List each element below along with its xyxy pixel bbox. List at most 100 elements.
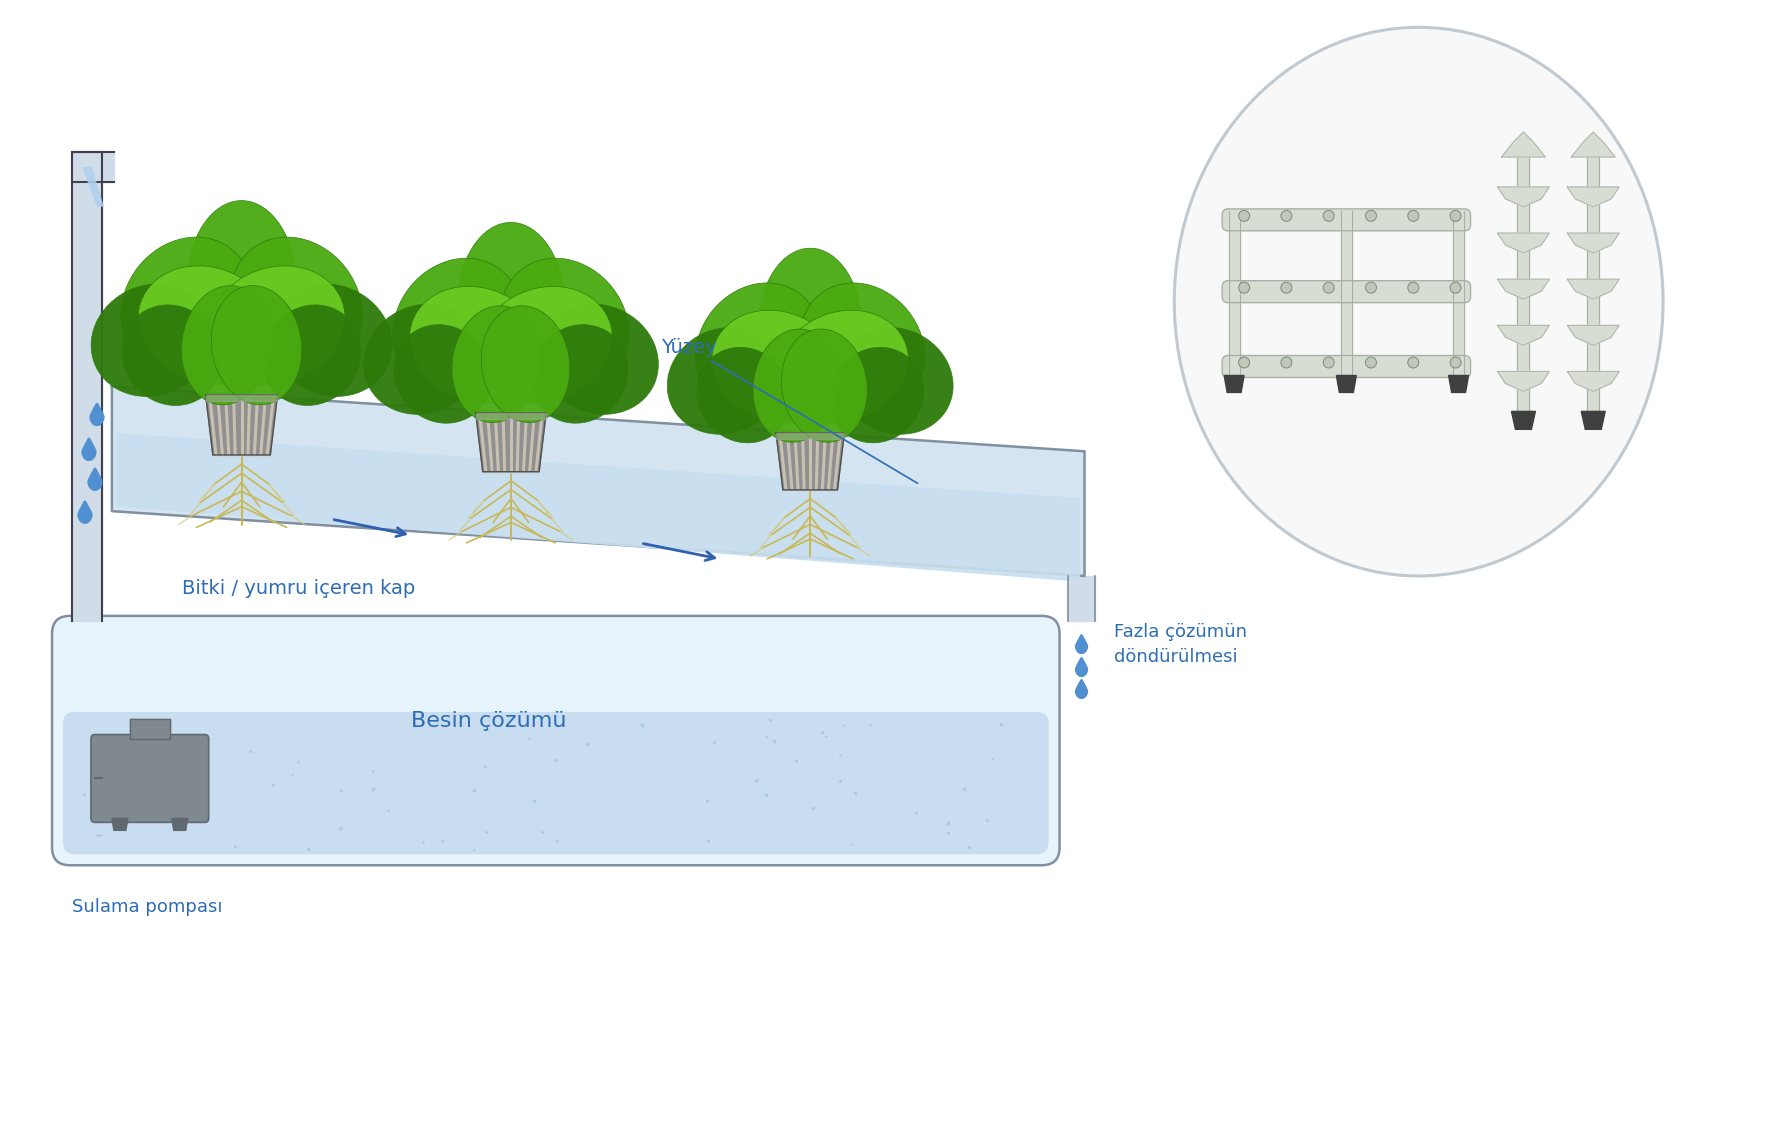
Ellipse shape: [539, 304, 658, 414]
Ellipse shape: [182, 286, 272, 405]
Text: Yüzey: Yüzey: [661, 337, 918, 483]
Ellipse shape: [212, 286, 302, 405]
Polygon shape: [476, 413, 546, 418]
Polygon shape: [1497, 279, 1549, 300]
Circle shape: [1239, 210, 1250, 222]
Polygon shape: [1075, 680, 1087, 698]
Ellipse shape: [477, 286, 612, 403]
Polygon shape: [129, 718, 170, 739]
Circle shape: [1322, 357, 1335, 368]
Polygon shape: [1075, 658, 1087, 676]
Circle shape: [1450, 210, 1460, 222]
Polygon shape: [1517, 157, 1529, 412]
Circle shape: [1365, 357, 1377, 368]
Polygon shape: [1448, 375, 1469, 392]
Polygon shape: [1068, 576, 1096, 621]
Text: Besin çözümü: Besin çözümü: [412, 710, 568, 731]
Ellipse shape: [364, 304, 483, 414]
Polygon shape: [1223, 375, 1245, 392]
Polygon shape: [1572, 132, 1616, 157]
Circle shape: [1322, 283, 1335, 293]
Polygon shape: [1501, 132, 1545, 157]
Ellipse shape: [392, 258, 522, 392]
Polygon shape: [1566, 371, 1619, 391]
Ellipse shape: [481, 305, 569, 423]
Polygon shape: [1497, 326, 1549, 345]
Polygon shape: [72, 152, 113, 182]
Ellipse shape: [695, 283, 820, 413]
Polygon shape: [1512, 412, 1535, 430]
Text: Bitki / yumru içeren kap: Bitki / yumru içeren kap: [182, 579, 415, 598]
Text: Sulama pompası: Sulama pompası: [72, 898, 223, 916]
Ellipse shape: [500, 258, 629, 392]
Polygon shape: [476, 413, 546, 472]
FancyBboxPatch shape: [1222, 280, 1471, 303]
Ellipse shape: [92, 284, 212, 396]
Polygon shape: [1581, 412, 1605, 430]
Circle shape: [1407, 283, 1418, 293]
Ellipse shape: [230, 238, 362, 373]
FancyBboxPatch shape: [90, 734, 209, 822]
Circle shape: [1239, 283, 1250, 293]
Circle shape: [1322, 210, 1335, 222]
Polygon shape: [1497, 233, 1549, 253]
Polygon shape: [88, 468, 103, 490]
Ellipse shape: [758, 248, 863, 409]
Polygon shape: [171, 819, 187, 830]
Circle shape: [1450, 357, 1460, 368]
Polygon shape: [1566, 233, 1619, 253]
FancyBboxPatch shape: [1222, 209, 1471, 231]
Polygon shape: [776, 433, 845, 439]
Circle shape: [1282, 283, 1292, 293]
Ellipse shape: [713, 310, 842, 423]
Ellipse shape: [753, 329, 840, 442]
Polygon shape: [776, 433, 845, 490]
Ellipse shape: [410, 286, 545, 403]
Polygon shape: [1566, 187, 1619, 207]
Polygon shape: [1497, 187, 1549, 207]
Polygon shape: [111, 819, 127, 830]
Ellipse shape: [122, 305, 221, 405]
Ellipse shape: [778, 310, 909, 423]
Polygon shape: [1337, 375, 1356, 392]
Ellipse shape: [453, 305, 541, 423]
Ellipse shape: [829, 347, 923, 443]
Polygon shape: [81, 167, 104, 207]
Polygon shape: [117, 434, 1080, 581]
Ellipse shape: [667, 328, 783, 434]
Circle shape: [1239, 357, 1250, 368]
Polygon shape: [90, 404, 104, 425]
Ellipse shape: [138, 266, 276, 385]
Ellipse shape: [838, 328, 953, 434]
Circle shape: [1365, 283, 1377, 293]
Ellipse shape: [458, 223, 564, 389]
Polygon shape: [78, 501, 92, 524]
Polygon shape: [1340, 210, 1353, 375]
Ellipse shape: [530, 325, 628, 423]
Ellipse shape: [697, 347, 790, 443]
Polygon shape: [1566, 326, 1619, 345]
Polygon shape: [72, 152, 103, 621]
Polygon shape: [1229, 210, 1239, 375]
FancyBboxPatch shape: [1222, 355, 1471, 378]
Text: Fazla çözümün: Fazla çözümün: [1114, 623, 1248, 641]
Ellipse shape: [209, 266, 345, 385]
Ellipse shape: [262, 305, 361, 405]
FancyBboxPatch shape: [64, 711, 1048, 854]
Circle shape: [1282, 357, 1292, 368]
Polygon shape: [1588, 157, 1600, 412]
Polygon shape: [1497, 371, 1549, 391]
Ellipse shape: [394, 325, 492, 423]
Circle shape: [1282, 210, 1292, 222]
FancyBboxPatch shape: [51, 616, 1059, 865]
Circle shape: [1407, 210, 1418, 222]
Ellipse shape: [120, 238, 253, 373]
Ellipse shape: [271, 284, 392, 396]
Text: döndürülmesi: döndürülmesi: [1114, 648, 1238, 666]
Polygon shape: [1453, 210, 1464, 375]
Ellipse shape: [187, 200, 297, 370]
Polygon shape: [1566, 279, 1619, 300]
Circle shape: [1450, 283, 1460, 293]
Polygon shape: [81, 439, 95, 460]
Circle shape: [1365, 210, 1377, 222]
